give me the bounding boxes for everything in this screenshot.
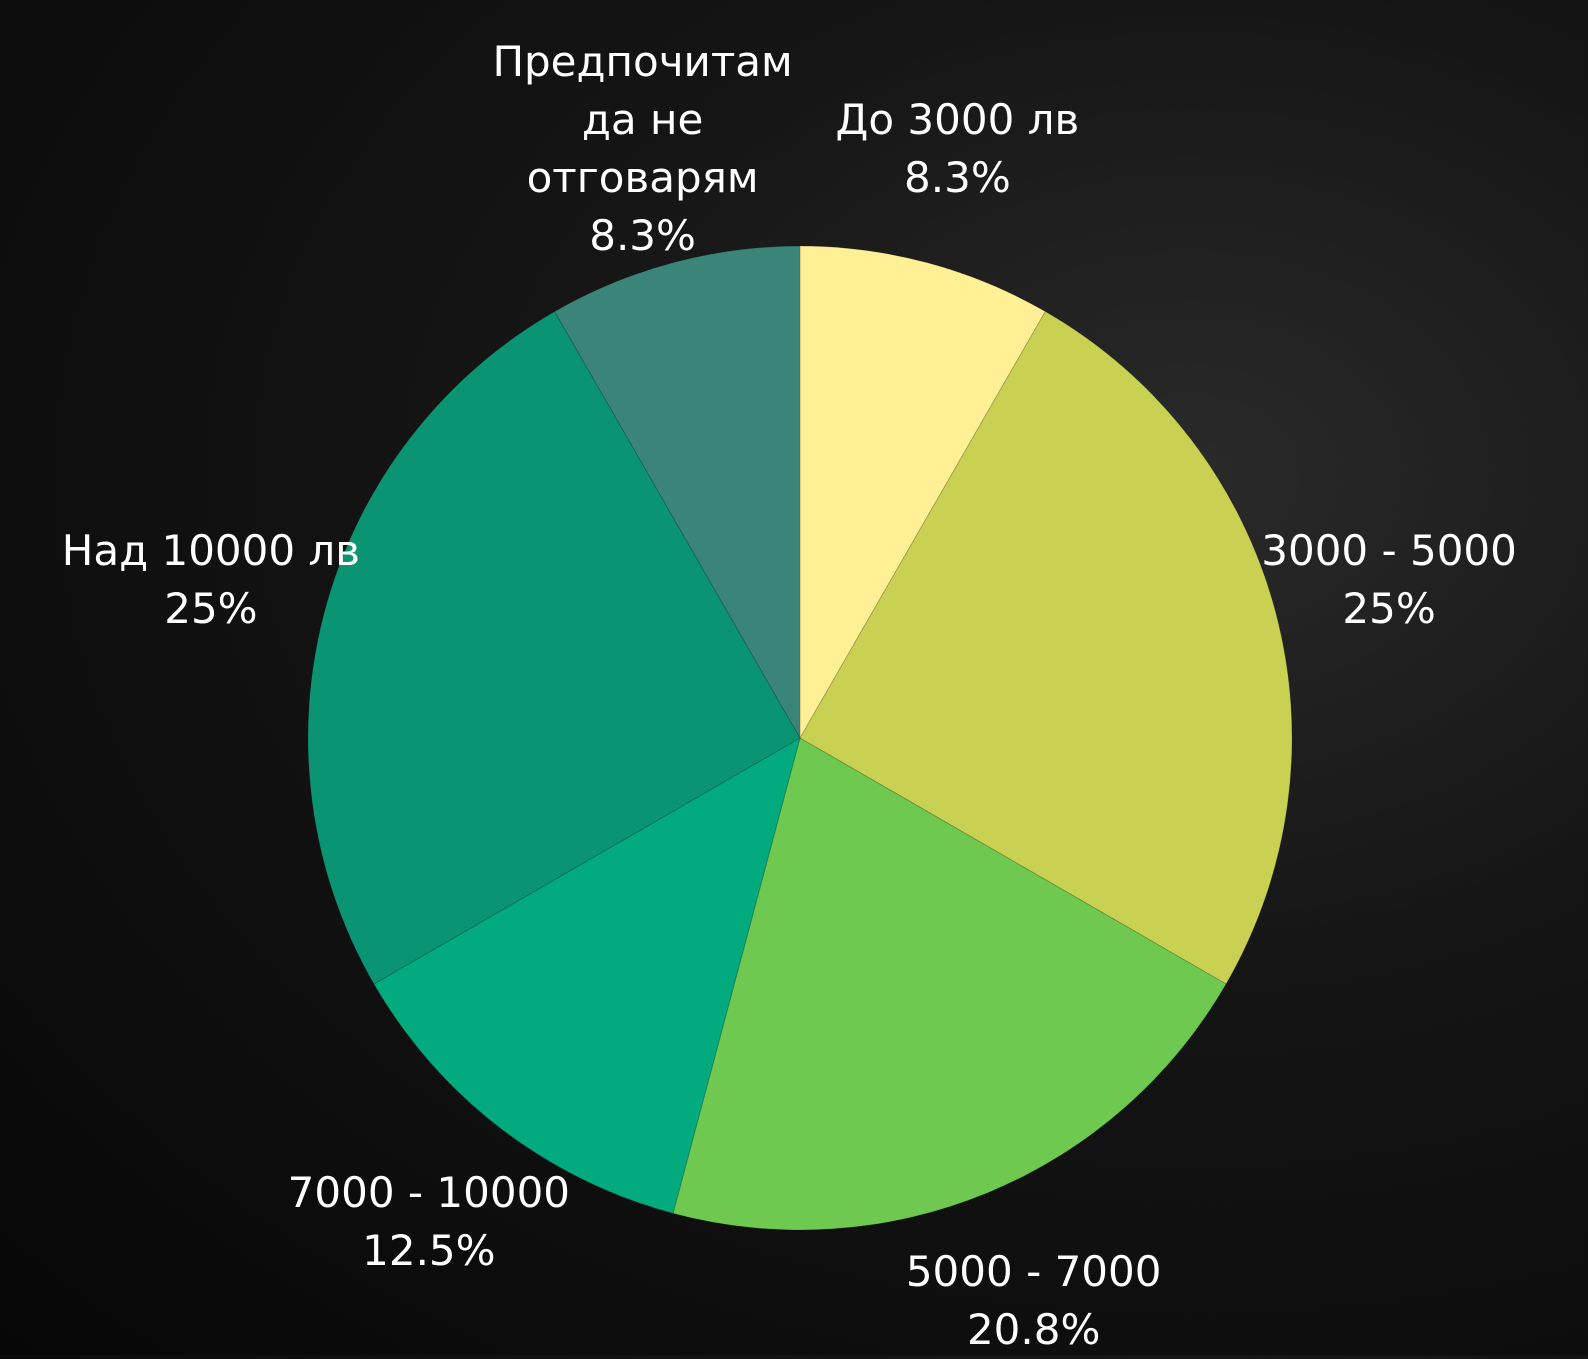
slice-label: Предпочитам да не отговарям 8.3% xyxy=(483,33,803,265)
value-label: 8.3% xyxy=(904,152,1011,202)
value-label: 25% xyxy=(164,583,258,633)
slice-label: Над 10000 лв 25% xyxy=(51,522,371,638)
value-label: 12.5% xyxy=(362,1226,496,1276)
category-label: 3000 - 5000 xyxy=(1261,525,1517,575)
value-label: 25% xyxy=(1342,583,1436,633)
pie-slice xyxy=(373,736,801,1214)
value-label: 8.3% xyxy=(589,210,696,260)
slice-label: 5000 - 7000 20.8% xyxy=(874,1243,1194,1359)
pie-slice xyxy=(553,245,801,740)
pie-slice xyxy=(799,310,1293,985)
value-label: 20.8% xyxy=(966,1305,1101,1355)
category-label: До 3000 лв xyxy=(835,94,1080,144)
slice-label: 7000 - 10000 12.5% xyxy=(269,1164,589,1280)
category-label: Предпочитам да не отговарям xyxy=(492,36,793,202)
category-label: 5000 - 7000 xyxy=(905,1247,1162,1297)
slice-label: 3000 - 5000 25% xyxy=(1229,522,1549,638)
category-label: 7000 - 10000 xyxy=(287,1168,571,1218)
slice-label: До 3000 лв 8.3% xyxy=(797,91,1117,207)
pie-slice xyxy=(799,245,1047,740)
pie-slice xyxy=(672,737,1227,1231)
pie-slice xyxy=(307,310,801,985)
category-label: Над 10000 лв xyxy=(61,525,361,575)
